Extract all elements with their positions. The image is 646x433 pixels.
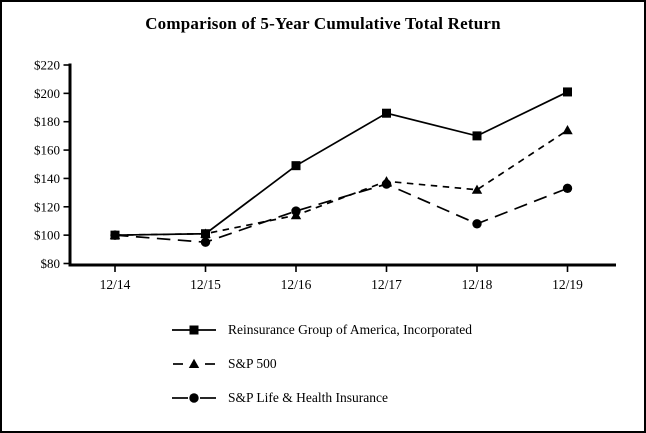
data-point-triangle — [471, 184, 483, 194]
legend-circle-glyph — [189, 393, 199, 403]
y-tick-label: $160 — [34, 143, 60, 158]
x-tick-label: 12/16 — [281, 277, 312, 292]
x-tick-label: 12/19 — [552, 277, 583, 292]
legend-marker-circle-icon — [172, 393, 216, 403]
legend-triangle-glyph — [188, 358, 200, 368]
y-tick-label: $100 — [34, 228, 60, 243]
data-point-square — [291, 161, 301, 171]
data-point-circle — [291, 206, 301, 216]
chart-legend: Reinsurance Group of America, Incorporat… — [172, 313, 472, 415]
data-point-triangle — [200, 228, 211, 238]
series-line-0 — [114, 91, 568, 236]
data-point-square — [563, 87, 572, 97]
y-tick-label: $140 — [34, 171, 60, 186]
legend-square-glyph — [189, 325, 199, 335]
y-tick-label: $80 — [41, 256, 61, 271]
legend-item: Reinsurance Group of America, Incorporat… — [172, 313, 472, 347]
chart-title: Comparison of 5-Year Cumulative Total Re… — [145, 14, 501, 33]
data-point-circle — [200, 237, 211, 247]
y-tick-label: $120 — [34, 199, 60, 214]
x-tick-label: 12/17 — [371, 277, 402, 292]
data-point-circle — [110, 230, 120, 240]
x-tick-label: 12/15 — [190, 277, 221, 292]
legend-item: S&P Life & Health Insurance — [172, 381, 472, 415]
x-tick-label: 12/14 — [100, 277, 131, 292]
x-tick-label: 12/18 — [462, 277, 493, 292]
data-point-circle — [381, 179, 392, 189]
legend-marker-triangle-icon — [173, 358, 215, 368]
legend-label: S&P 500 — [228, 356, 277, 371]
data-point-square — [472, 131, 482, 141]
data-point-circle — [562, 183, 573, 194]
legend-label: Reinsurance Group of America, Incorporat… — [228, 322, 473, 337]
y-tick-label: $220 — [34, 58, 60, 73]
series-line-2 — [114, 183, 568, 244]
data-point-square — [382, 108, 391, 118]
y-tick-label: $200 — [34, 86, 60, 101]
legend-item: S&P 500 — [172, 347, 472, 381]
data-point-triangle — [562, 125, 573, 135]
legend-marker-square-icon — [172, 325, 216, 335]
data-point-circle — [472, 219, 482, 229]
legend-label: S&P Life & Health Insurance — [228, 390, 388, 405]
y-tick-label: $180 — [34, 114, 60, 129]
series-line-1 — [114, 129, 568, 236]
